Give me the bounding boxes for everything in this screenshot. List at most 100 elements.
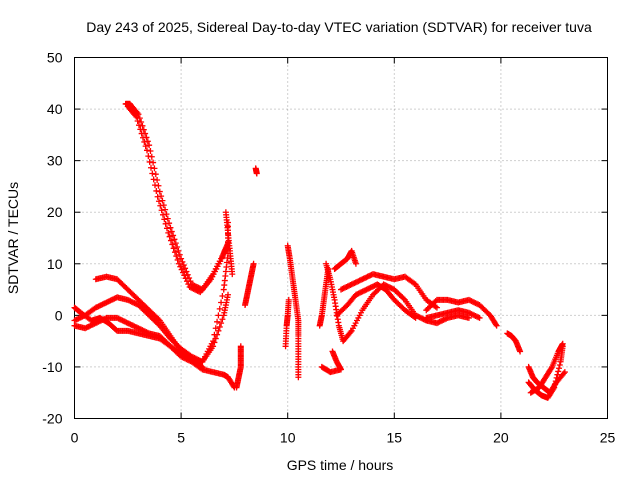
data-point — [139, 134, 146, 141]
data-point — [170, 232, 177, 239]
data-point — [211, 339, 218, 346]
data-point — [174, 244, 181, 251]
data-point — [180, 262, 187, 269]
data-point — [176, 251, 183, 258]
data-point — [137, 126, 144, 133]
series-arc-t — [423, 307, 483, 321]
data-point — [412, 314, 419, 321]
series-arc-u — [423, 312, 472, 327]
data-point — [329, 348, 336, 355]
data-point — [555, 365, 562, 372]
data-point — [149, 170, 156, 177]
series-arc-b — [124, 103, 229, 296]
data-point — [214, 331, 221, 338]
series-arc-e — [71, 314, 238, 391]
data-point — [172, 240, 179, 247]
data-point — [215, 327, 222, 334]
x-tick-label: 5 — [177, 430, 185, 446]
data-point — [165, 229, 172, 236]
data-point — [552, 378, 559, 385]
data-point — [551, 384, 558, 391]
y-tick-label: 40 — [47, 101, 63, 117]
data-point — [476, 314, 483, 321]
data-point — [162, 220, 169, 227]
data-point — [159, 211, 166, 218]
data-point — [169, 241, 176, 248]
data-point — [411, 313, 418, 320]
data-point — [218, 299, 225, 306]
data-point — [216, 323, 223, 330]
data-point — [233, 384, 240, 391]
data-point — [178, 266, 185, 273]
data-point — [161, 216, 168, 223]
data-point — [183, 268, 190, 275]
data-point — [550, 385, 557, 392]
data-point — [199, 363, 206, 370]
data-point — [347, 329, 354, 336]
data-point — [151, 182, 158, 189]
data-point — [185, 281, 192, 288]
data-point — [553, 374, 560, 381]
axis-ticks: 0 5 10 15 20 25 -20 -10 0 10 20 30 40 50 — [42, 50, 615, 446]
data-point — [182, 265, 189, 272]
data-point — [154, 193, 161, 200]
data-point — [142, 143, 149, 150]
data-point — [352, 260, 359, 267]
chart-title: Day 243 of 2025, Sidereal Day-to-day VTE… — [86, 19, 592, 35]
x-tick-label: 20 — [493, 430, 509, 446]
data-point — [141, 138, 148, 145]
series-arc-g — [222, 209, 236, 278]
x-tick-label: 10 — [280, 430, 296, 446]
data-point — [150, 176, 157, 183]
data-point — [250, 260, 257, 267]
data-point — [143, 147, 150, 154]
data-point — [556, 361, 563, 368]
data-point — [253, 170, 260, 177]
series-arc-k — [284, 242, 302, 381]
y-axis-label: SDTVAR / TECUs — [5, 182, 21, 294]
data-point — [492, 321, 499, 328]
y-tick-label: 30 — [47, 153, 63, 169]
data-point — [145, 153, 152, 160]
x-tick-label: 0 — [71, 430, 79, 446]
series-arc-s — [423, 296, 500, 329]
data-point — [198, 362, 205, 369]
data-point — [225, 291, 232, 298]
series-arc-i — [242, 260, 257, 309]
y-tick-label: 20 — [47, 204, 63, 220]
data-point — [179, 258, 186, 265]
data-point — [214, 318, 221, 325]
series-arc-j — [252, 165, 260, 177]
series-arc-n — [318, 348, 344, 376]
plot-frame — [74, 57, 608, 419]
data-point — [175, 247, 182, 254]
data-point — [411, 280, 418, 287]
series-arc-p — [331, 247, 359, 272]
y-tick-label: 50 — [47, 50, 63, 66]
data-point — [155, 198, 162, 205]
data-point — [212, 335, 219, 342]
data-point — [552, 381, 558, 388]
data-point — [138, 118, 145, 125]
series-arc-r — [333, 281, 419, 321]
data-point — [179, 269, 186, 276]
data-point — [517, 348, 524, 355]
data-point — [216, 305, 223, 312]
series-arc-v — [504, 330, 524, 355]
data-point — [465, 314, 472, 321]
data-point — [219, 293, 226, 300]
data-point — [153, 187, 160, 194]
data-point — [146, 142, 153, 149]
data-point — [147, 164, 154, 171]
data-point — [157, 202, 164, 209]
x-tick-label: 25 — [600, 430, 616, 446]
data-point — [400, 295, 407, 302]
y-tick-label: 10 — [47, 256, 63, 272]
data-point — [132, 112, 139, 119]
data-point — [178, 255, 185, 262]
data-point — [158, 207, 165, 214]
data-point — [295, 374, 302, 381]
data-point — [167, 237, 174, 244]
data-point — [177, 263, 184, 270]
series-arc-y — [527, 340, 566, 396]
